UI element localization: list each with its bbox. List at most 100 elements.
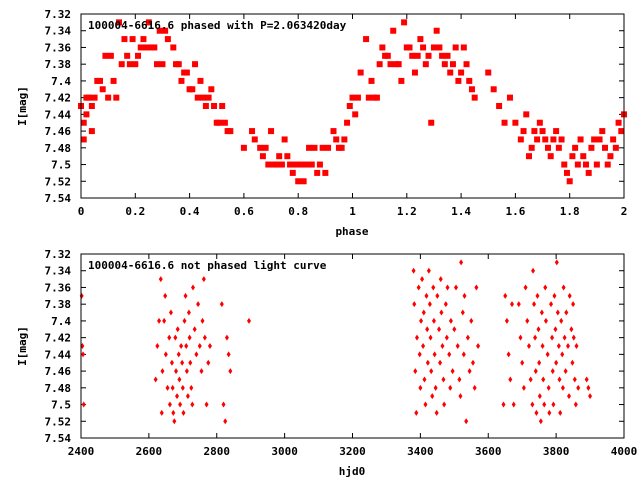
unphased-x-tick-label: 3400: [407, 445, 434, 458]
phased-data-point: [162, 27, 169, 34]
unphased-data-point: [555, 309, 560, 316]
phased-data-point: [572, 144, 579, 151]
unphased-data-point: [450, 368, 455, 375]
phased-data-point: [520, 128, 527, 135]
phased-x-tick-label: 1.2: [397, 205, 417, 218]
unphased-data-point: [543, 317, 548, 324]
phased-data-point: [211, 103, 218, 109]
unphased-data-point: [549, 301, 554, 308]
phased-data-point: [425, 52, 432, 59]
unphased-data-point: [425, 326, 430, 333]
phased-data-point: [322, 169, 329, 176]
unphased-y-tick-label: 7.36: [45, 281, 72, 294]
phased-data-point: [346, 103, 353, 109]
unphased-data-point: [180, 359, 185, 366]
phased-data-point: [468, 86, 475, 93]
phased-y-tick-label: 7.36: [45, 41, 72, 54]
phased-data-point: [221, 119, 228, 126]
phased-data-point: [379, 44, 386, 51]
phased-data-point: [610, 136, 617, 143]
phased-data-point: [580, 153, 587, 160]
phased-data-point: [612, 144, 619, 151]
unphased-data-point: [528, 376, 533, 383]
unphased-data-point: [443, 301, 448, 308]
unphased-y-tick-label: 7.32: [45, 248, 72, 261]
phased-data-point: [314, 169, 321, 176]
phased-data-point: [219, 103, 226, 109]
phased-data-point: [420, 44, 427, 51]
unphased-data-point: [175, 326, 180, 333]
phased-x-axis-label: phase: [335, 225, 368, 238]
unphased-data-point: [574, 343, 579, 349]
phased-data-point: [525, 153, 532, 160]
phased-y-tick-label: 7.34: [45, 25, 72, 38]
phased-data-point: [88, 103, 95, 109]
unphased-data-point: [173, 334, 178, 341]
unphased-data-point: [586, 384, 591, 391]
unphased-data-point: [417, 351, 422, 358]
phased-data-point: [308, 161, 315, 168]
unphased-data-point: [192, 326, 197, 333]
unphased-data-point: [503, 292, 508, 299]
unphased-data-point: [196, 301, 201, 308]
phased-data-point: [352, 111, 359, 118]
phased-data-point: [455, 77, 462, 84]
unphased-data-point: [554, 359, 559, 366]
unphased-data-point: [569, 326, 574, 333]
unphased-data-point: [447, 351, 452, 358]
phased-data-point: [341, 136, 348, 143]
unphased-data-point: [563, 368, 568, 375]
phased-data-point: [501, 119, 508, 126]
phased-data-point: [330, 128, 337, 135]
phased-data-point: [422, 61, 429, 68]
unphased-data-point: [416, 284, 421, 291]
unphased-data-point: [420, 276, 425, 283]
phased-data-point: [303, 161, 310, 168]
phased-data-point: [531, 128, 538, 135]
unphased-data-point: [172, 418, 177, 425]
phased-data-point: [88, 128, 95, 135]
unphased-data-point: [526, 343, 531, 349]
unphased-data-point: [567, 292, 572, 299]
phased-data-point: [384, 52, 391, 59]
phased-data-point: [534, 136, 541, 143]
unphased-data-point: [423, 401, 428, 408]
phased-data-point: [189, 86, 196, 93]
unphased-data-point: [202, 334, 207, 341]
unphased-data-point: [461, 351, 466, 358]
phased-data-point: [102, 52, 109, 59]
phased-data-point: [523, 111, 530, 118]
phased-data-point: [582, 161, 589, 168]
phased-data-point: [116, 19, 123, 26]
phased-data-point: [170, 44, 177, 51]
phased-data-point: [295, 178, 302, 185]
unphased-data-point: [571, 334, 576, 341]
unphased-data-point: [572, 376, 577, 383]
phased-data-point: [414, 52, 421, 59]
unphased-y-tick-label: 7.4: [51, 315, 71, 328]
unphased-data-point: [167, 401, 172, 408]
phased-data-point: [273, 161, 280, 168]
phased-data-point: [547, 153, 554, 160]
unphased-data-point: [422, 376, 427, 383]
unphased-data-point: [204, 401, 209, 408]
unphased-data-point: [454, 284, 459, 291]
unphased-data-point: [511, 401, 516, 408]
phased-data-point: [227, 128, 234, 135]
unphased-points: [79, 259, 593, 425]
unphased-x-tick-label: 3600: [475, 445, 502, 458]
unphased-data-point: [169, 359, 174, 366]
unphased-data-point: [504, 317, 509, 324]
phased-data-point: [110, 77, 117, 84]
phased-x-tick-label: 0.8: [288, 205, 308, 218]
phased-data-point: [86, 94, 93, 101]
unphased-data-point: [194, 351, 199, 358]
phased-data-point: [284, 153, 291, 160]
phased-data-point: [143, 44, 150, 51]
phased-data-point: [569, 153, 576, 160]
unphased-data-point: [534, 409, 539, 416]
phased-data-point: [566, 178, 573, 185]
unphased-data-point: [157, 317, 162, 324]
unphased-x-tick-label: 2400: [68, 445, 95, 458]
unphased-data-point: [153, 376, 158, 383]
